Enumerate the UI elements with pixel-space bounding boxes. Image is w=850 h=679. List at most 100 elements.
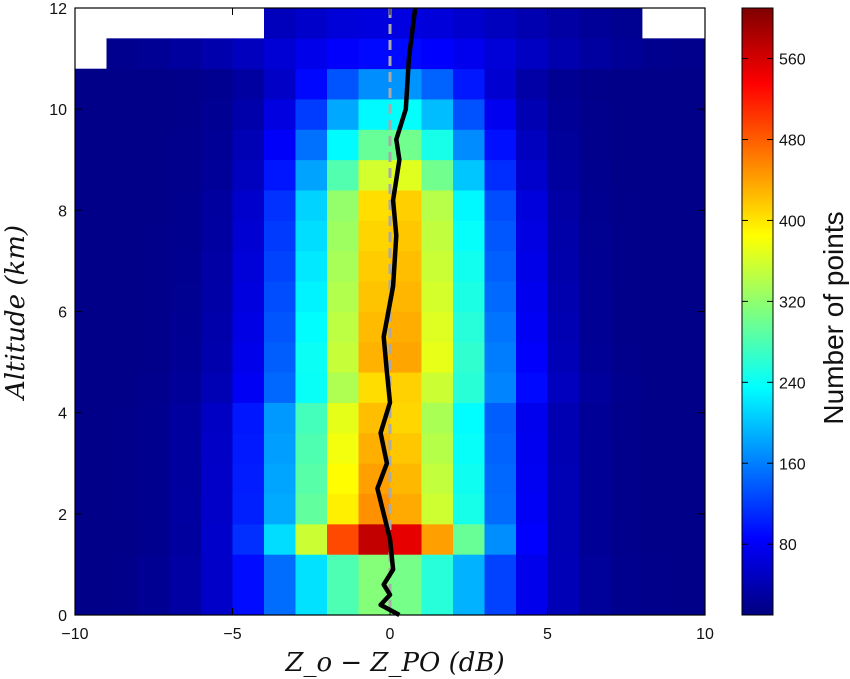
heatmap-cell [327, 190, 359, 221]
heatmap-cell [579, 190, 611, 221]
median-profile-line [375, 7, 418, 617]
heatmap-cell [547, 220, 580, 252]
heatmap-cell [264, 493, 296, 525]
heatmap-cell [547, 190, 580, 221]
heatmap-cell [201, 68, 233, 100]
heatmap-cell [453, 129, 485, 161]
heatmap-cell [610, 99, 643, 130]
heatmap-cell [201, 129, 233, 161]
heatmap-cell [75, 554, 107, 586]
heatmap-cell [201, 190, 233, 221]
heatmap-cell [295, 220, 328, 252]
heatmap-cell [358, 99, 391, 130]
heatmap-cell [547, 554, 580, 586]
heatmap-cell [295, 250, 328, 282]
heatmap-cell [453, 99, 485, 130]
heatmap-cell [453, 523, 485, 555]
heatmap-cell [358, 250, 391, 282]
heatmap-cell [358, 190, 391, 221]
heatmap-cell [516, 129, 548, 161]
heatmap-cell [610, 159, 643, 191]
heatmap-cell [673, 220, 705, 252]
heatmap-cell [264, 8, 296, 39]
heatmap-cell [75, 159, 107, 191]
heatmap-cell [390, 402, 422, 434]
heatmap-cell [264, 159, 296, 191]
heatmap-cell [453, 190, 485, 221]
heatmap-cell [547, 250, 580, 282]
heatmap-cell [390, 129, 422, 161]
heatmap-cell [358, 523, 391, 555]
heatmap-cell [673, 159, 705, 191]
heatmap-cell [201, 250, 233, 282]
heatmap-cell [579, 402, 611, 434]
colorbar-tick-label: 400 [779, 213, 806, 230]
heatmap-cell [106, 220, 139, 252]
heatmap-cell [421, 250, 454, 282]
heatmap-cell [610, 493, 643, 525]
heatmap-cell [453, 463, 485, 494]
heatmap-cell [138, 190, 170, 221]
heatmap-cell [453, 281, 485, 312]
heatmap-cell [673, 554, 705, 586]
heatmap-cell [484, 523, 517, 555]
heatmap-cell [264, 432, 296, 464]
heatmap-cell [579, 8, 611, 39]
heatmap-cell [201, 311, 233, 343]
heatmap-cell [327, 68, 359, 100]
heatmap-cell [642, 523, 674, 555]
heatmap-cell [453, 432, 485, 464]
heatmap-cell [295, 432, 328, 464]
heatmap-cell [484, 68, 517, 100]
heatmap-cell [295, 8, 328, 39]
heatmap-cell [579, 372, 611, 403]
heatmap-cell [75, 341, 107, 373]
heatmap-cell [358, 68, 391, 100]
colorbar-tick-label: 240 [779, 375, 806, 392]
heatmap-cell [75, 372, 107, 403]
heatmap-cell [169, 523, 202, 555]
heatmap-cell [453, 220, 485, 252]
heatmap-cell [138, 341, 170, 373]
heatmap-cell [201, 523, 233, 555]
x-tick-label: 10 [696, 626, 714, 643]
heatmap-cell [75, 190, 107, 221]
heatmap-cell [453, 8, 485, 39]
heatmap-cell [390, 432, 422, 464]
heatmap-cell [232, 523, 265, 555]
heatmap-cell [232, 99, 265, 130]
heatmap-cell [232, 554, 265, 586]
y-tick-label: 4 [58, 406, 67, 423]
heatmap-cell [421, 432, 454, 464]
heatmap-cell [516, 554, 548, 586]
heatmap-cell [610, 432, 643, 464]
heatmap-cell [547, 341, 580, 373]
heatmap-cell [169, 584, 202, 615]
heatmap-cell [138, 68, 170, 100]
heatmap-cell [138, 129, 170, 161]
heatmap-cell [232, 250, 265, 282]
heatmap-cell [421, 554, 454, 586]
heatmap-cell [579, 68, 611, 100]
y-axis-label: Altitude (km) [1, 225, 31, 401]
heatmap-cell [673, 99, 705, 130]
heatmap-cell [547, 463, 580, 494]
heatmap-cell [232, 159, 265, 191]
heatmap-cell [484, 220, 517, 252]
heatmap-cell [484, 554, 517, 586]
heatmap-cell [390, 38, 422, 70]
heatmap-cell [421, 129, 454, 161]
heatmap-cell [169, 281, 202, 312]
heatmap-cell [106, 250, 139, 282]
heatmap-cell [106, 493, 139, 525]
heatmap-cell [673, 250, 705, 282]
heatmap-cell [106, 190, 139, 221]
y-tick-label: 12 [49, 1, 67, 18]
heatmap-cell [453, 341, 485, 373]
heatmap-cell [295, 68, 328, 100]
heatmap-cell [75, 493, 107, 525]
heatmap-cell [453, 584, 485, 615]
heatmap-cell [642, 250, 674, 282]
heatmap-cell [264, 38, 296, 70]
heatmap-cell [201, 372, 233, 403]
